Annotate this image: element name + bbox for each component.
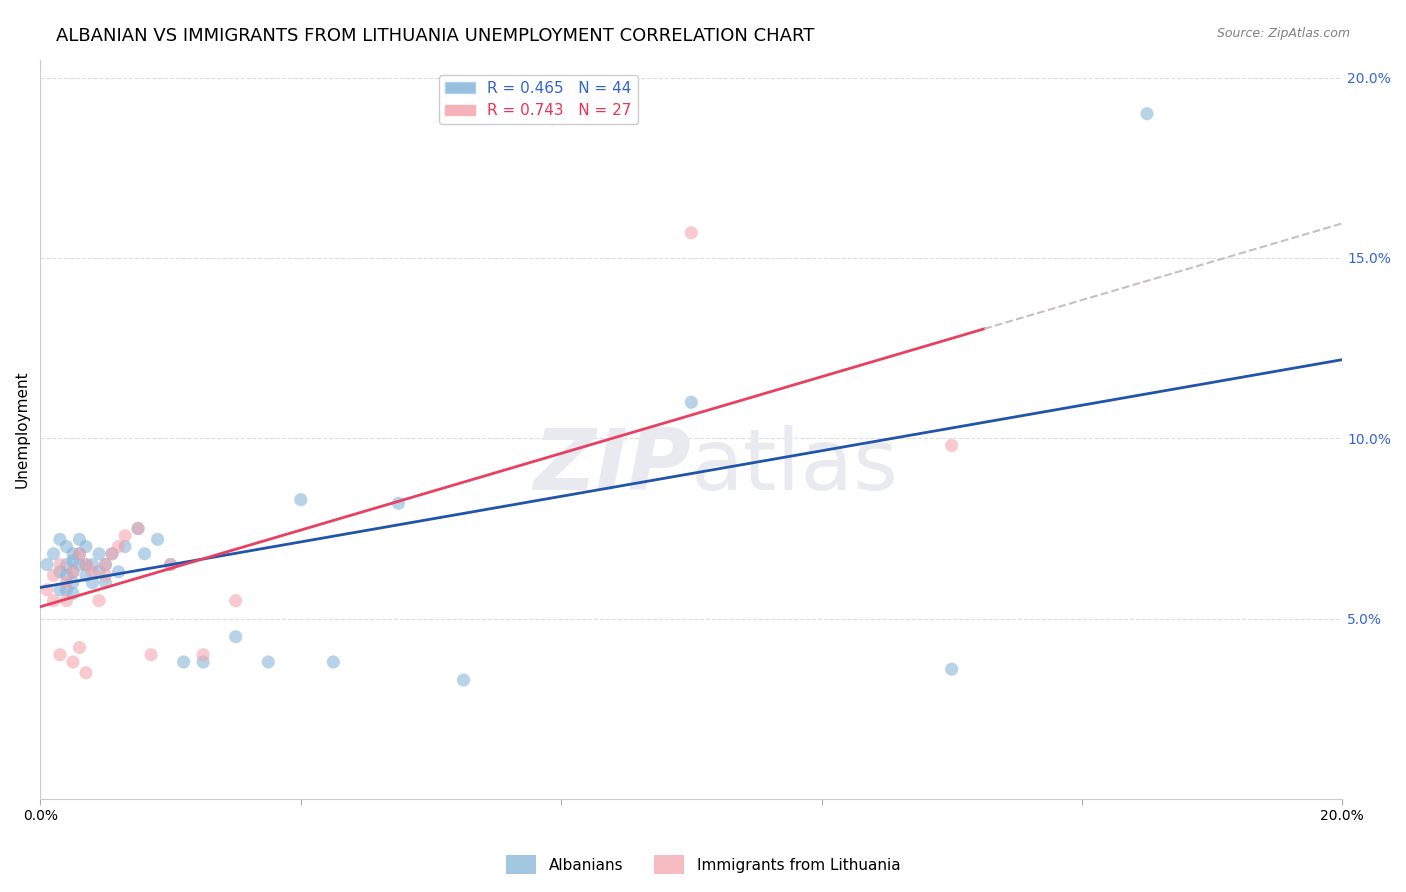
Point [94,558,117,572]
Point [62,547,84,561]
Point [82,565,104,579]
Point [453,673,475,687]
Point [173,655,195,669]
Point [75,665,97,680]
Point [35,582,58,597]
Point [69,533,91,547]
Point [191,655,214,669]
Point [1136,106,1159,120]
Point [35,558,58,572]
Point [159,558,181,572]
Point [101,547,124,561]
Point [87,565,110,579]
Legend: Albanians, Immigrants from Lithuania: Albanians, Immigrants from Lithuania [499,849,907,880]
Point [49,648,72,662]
Point [42,593,65,607]
Point [107,565,129,579]
Point [681,395,703,409]
Point [62,565,84,579]
Point [49,565,72,579]
Point [134,547,156,561]
Point [55,582,77,597]
Point [681,226,703,240]
Point [941,439,963,453]
Text: atlas: atlas [692,425,900,508]
Point [94,558,117,572]
Point [290,492,312,507]
Point [75,558,97,572]
Point [225,593,247,607]
Point [101,547,124,561]
Point [62,565,84,579]
Point [191,648,214,662]
Point [127,522,149,536]
Point [75,568,97,582]
Y-axis label: Unemployment: Unemployment [15,370,30,488]
Point [49,558,72,572]
Point [55,568,77,582]
Point [62,575,84,590]
Legend: R = 0.465   N = 44, R = 0.743   N = 27: R = 0.465 N = 44, R = 0.743 N = 27 [439,75,638,125]
Point [322,655,344,669]
Point [49,533,72,547]
Point [94,568,117,582]
Text: ZIP: ZIP [534,425,692,508]
Text: ALBANIAN VS IMMIGRANTS FROM LITHUANIA UNEMPLOYMENT CORRELATION CHART: ALBANIAN VS IMMIGRANTS FROM LITHUANIA UN… [56,27,814,45]
Point [62,655,84,669]
Point [257,655,280,669]
Point [55,558,77,572]
Point [225,630,247,644]
Point [55,575,77,590]
Text: Source: ZipAtlas.com: Source: ZipAtlas.com [1216,27,1350,40]
Point [62,554,84,568]
Point [42,568,65,582]
Point [55,540,77,554]
Point [55,593,77,607]
Point [69,558,91,572]
Point [107,540,129,554]
Point [82,575,104,590]
Point [87,593,110,607]
Point [387,496,409,510]
Point [75,540,97,554]
Point [94,575,117,590]
Point [62,586,84,600]
Point [941,662,963,676]
Point [42,547,65,561]
Point [82,558,104,572]
Point [139,648,162,662]
Point [127,522,149,536]
Point [69,547,91,561]
Point [159,558,181,572]
Point [75,558,97,572]
Point [114,540,136,554]
Point [69,547,91,561]
Point [69,640,91,655]
Point [146,533,169,547]
Point [49,582,72,597]
Point [114,529,136,543]
Point [87,547,110,561]
